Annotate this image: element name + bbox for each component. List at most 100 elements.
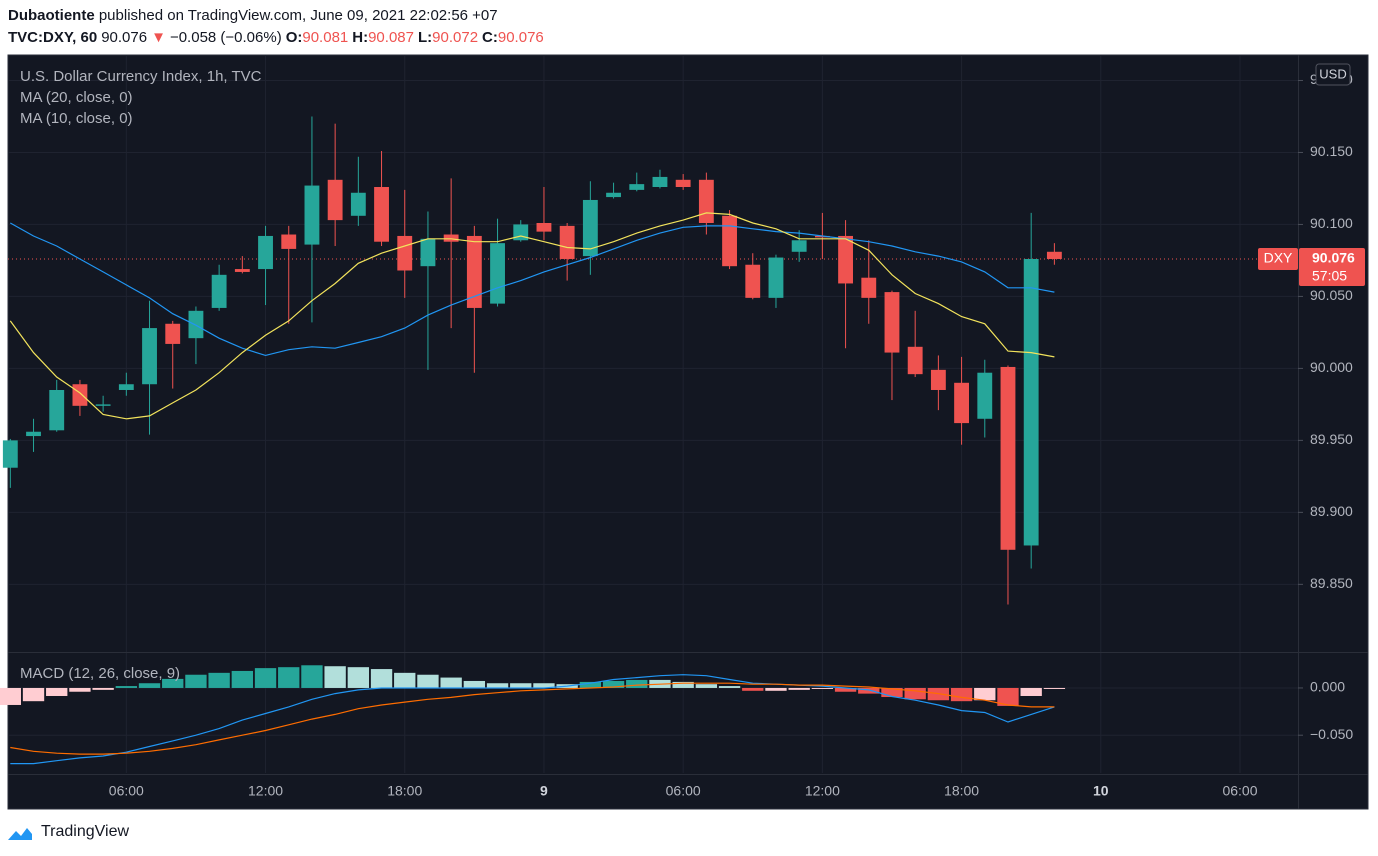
histogram-bar [254,668,277,688]
moving-average [10,222,1055,357]
logo-icon [8,828,32,840]
y-tick-label: 0.000 [1310,679,1345,695]
histogram-bar [394,672,416,688]
macd-line [10,674,1055,765]
candle-body [2,440,18,468]
histogram-bar [1020,687,1042,696]
candle-body [327,179,343,221]
histogram-bar [579,681,602,688]
candle-body [768,257,784,298]
x-tick-label: 10 [1093,783,1109,799]
histogram-bar [138,683,161,688]
candle-body [165,323,181,344]
histogram-bar [811,687,834,689]
candle-body [211,274,227,308]
histogram-bar [904,687,926,700]
histogram-bar [997,687,1019,706]
histogram-bar [301,665,323,688]
candle-body [234,269,250,272]
histogram-bar [602,680,625,688]
x-tick-label: 18:00 [387,783,422,799]
histogram-bar [742,687,764,691]
author: Dubaotiente [8,7,95,24]
change-arrow: ▼ [151,29,166,46]
candle-body [420,238,436,267]
candle-body [258,235,273,270]
candle-body [443,234,459,242]
histogram-bar [370,669,393,688]
open-label: O: [285,29,303,46]
candle-body [652,176,668,188]
histogram-bar [695,684,718,688]
candle-body [606,192,621,198]
candle-body [698,179,714,223]
x-tick-label: 06:00 [1222,783,1257,799]
open-value: 90.081 [302,29,349,46]
candle-body [977,372,993,419]
candle-body [814,235,830,238]
histogram-bar [278,667,300,688]
candle-body [791,240,807,252]
quote-line: TVC:DXY, 60 90.076 ▼ −0.058 (−0.06%) O:90.08… [8,27,548,49]
legend-entry: MA (10, close, 0) [20,110,133,127]
histogram-bar [440,677,462,688]
histogram-bar [626,679,648,688]
currency-box [1315,63,1351,86]
candle-body [118,384,134,390]
y-tick-label: 90.050 [1310,287,1353,303]
candle-body [884,292,900,353]
candle-body [861,277,877,298]
histogram-bar [834,687,857,692]
x-tick-label: 06:00 [109,783,144,799]
chart: 06:00 12:00 18:00 9 06:00 12:00 18:00 10 06:00 89… [0,54,1369,810]
published: published on TradingView.com, June 09, 2… [98,7,498,24]
candle-body [930,369,946,390]
histogram-bar [92,687,114,690]
high-label: H: [352,29,369,46]
histogram-bar [347,667,370,688]
countdown: 57:05 [1312,268,1347,284]
histogram-bar [486,683,509,688]
histogram-bar [718,686,741,688]
histogram-bar [950,687,973,702]
histogram-bar [115,686,137,688]
y-tick-label: −0.050 [1310,726,1353,742]
low-value: 90.072 [432,29,479,46]
histogram-bar [788,687,810,690]
candle-body [1046,251,1062,259]
symbol-label: DXY [1264,250,1293,266]
candle-body [745,264,761,298]
header: Dubaotiente published on TradingView.com… [8,5,548,49]
histogram-bar [672,681,694,688]
x-tick-label: 12:00 [248,783,283,799]
histogram-bar [510,683,532,688]
y-tick-label: 90.000 [1310,359,1353,375]
y-tick-label: 90.100 [1310,215,1353,231]
chart-title: U.S. Dollar Currency Index, 1h, TVC [20,68,262,85]
histogram-bar [417,674,439,688]
close-value: 90.076 [497,29,544,46]
candle-body [559,225,575,259]
close-label: C: [482,29,498,46]
candle-body [72,384,88,406]
x-tick-label: 06:00 [666,783,701,799]
histogram-bar [974,687,996,701]
candle-body [629,184,645,190]
y-tick-label: 90.150 [1310,143,1353,159]
histogram-bar [463,680,486,688]
candle-body [95,404,111,406]
candle-body [397,235,413,271]
candle-body [466,235,482,308]
candle-body [536,222,552,232]
candle-body [49,389,65,431]
histogram-bar [1043,687,1066,689]
candle-body [142,328,157,385]
candle-body [582,199,598,257]
candle-body [374,187,389,242]
logo: TradingView [8,823,129,840]
candle-body [188,310,204,339]
histogram-bar [765,687,787,691]
candle-body [1023,258,1039,546]
histogram-bar [533,683,555,688]
